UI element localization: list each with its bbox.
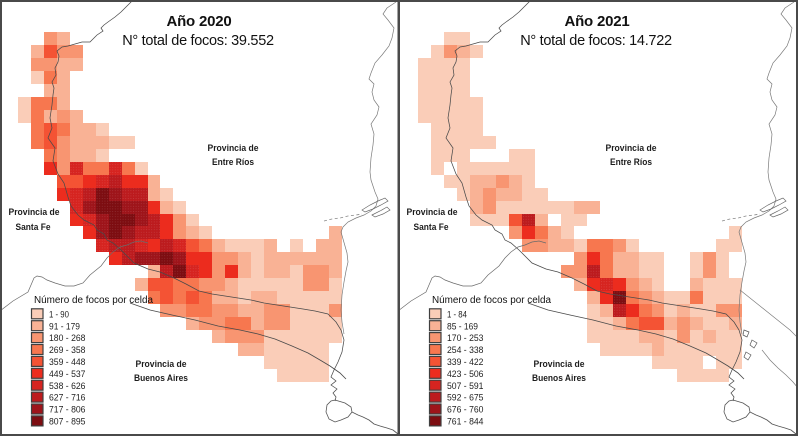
svg-text:Año 2021: Año 2021 (564, 13, 629, 30)
svg-text:423 - 506: 423 - 506 (447, 369, 484, 379)
svg-text:254 - 338: 254 - 338 (447, 345, 484, 355)
svg-text:592 - 675: 592 - 675 (447, 393, 484, 403)
svg-text:Provincia de: Provincia de (407, 207, 458, 218)
svg-text:807 - 895: 807 - 895 (49, 417, 86, 427)
svg-text:717 - 806: 717 - 806 (49, 405, 86, 415)
svg-text:Número de focos por celda: Número de focos por celda (34, 295, 153, 306)
svg-text:339 - 422: 339 - 422 (447, 357, 484, 367)
svg-text:Provincia de: Provincia de (136, 359, 187, 370)
svg-text:Entre Ríos: Entre Ríos (212, 157, 254, 168)
svg-text:Buenos Aires: Buenos Aires (134, 373, 188, 384)
svg-text:N° total de focos: 39.552: N° total de focos: 39.552 (122, 33, 274, 49)
svg-text:Santa Fe: Santa Fe (16, 222, 51, 233)
svg-text:N° total de focos: 14.722: N° total de focos: 14.722 (520, 33, 672, 49)
svg-text:Santa Fe: Santa Fe (414, 222, 449, 233)
svg-text:170 - 253: 170 - 253 (447, 333, 484, 343)
svg-text:Buenos Aires: Buenos Aires (532, 373, 586, 384)
svg-text:1 - 84: 1 - 84 (447, 309, 467, 319)
svg-text:Año 2020: Año 2020 (166, 13, 231, 30)
svg-text:180 - 268: 180 - 268 (49, 333, 86, 343)
svg-text:269 - 358: 269 - 358 (49, 345, 86, 355)
svg-text:1 - 90: 1 - 90 (49, 309, 69, 319)
svg-text:Provincia de: Provincia de (9, 207, 60, 218)
svg-text:507 - 591: 507 - 591 (447, 381, 484, 391)
svg-text:676 - 760: 676 - 760 (447, 405, 484, 415)
svg-text:Número de focos por celda: Número de focos por celda (432, 295, 551, 306)
svg-text:Provincia de: Provincia de (208, 143, 259, 154)
svg-text:627 - 716: 627 - 716 (49, 393, 86, 403)
svg-text:359 - 448: 359 - 448 (49, 357, 86, 367)
svg-text:538 - 626: 538 - 626 (49, 381, 86, 391)
svg-text:Provincia de: Provincia de (606, 143, 657, 154)
svg-text:761 - 844: 761 - 844 (447, 417, 484, 427)
svg-text:Entre Ríos: Entre Ríos (610, 157, 652, 168)
svg-text:91 - 179: 91 - 179 (49, 321, 80, 331)
svg-text:449 - 537: 449 - 537 (49, 369, 86, 379)
svg-text:Provincia de: Provincia de (534, 359, 585, 370)
svg-text:85 - 169: 85 - 169 (447, 321, 478, 331)
